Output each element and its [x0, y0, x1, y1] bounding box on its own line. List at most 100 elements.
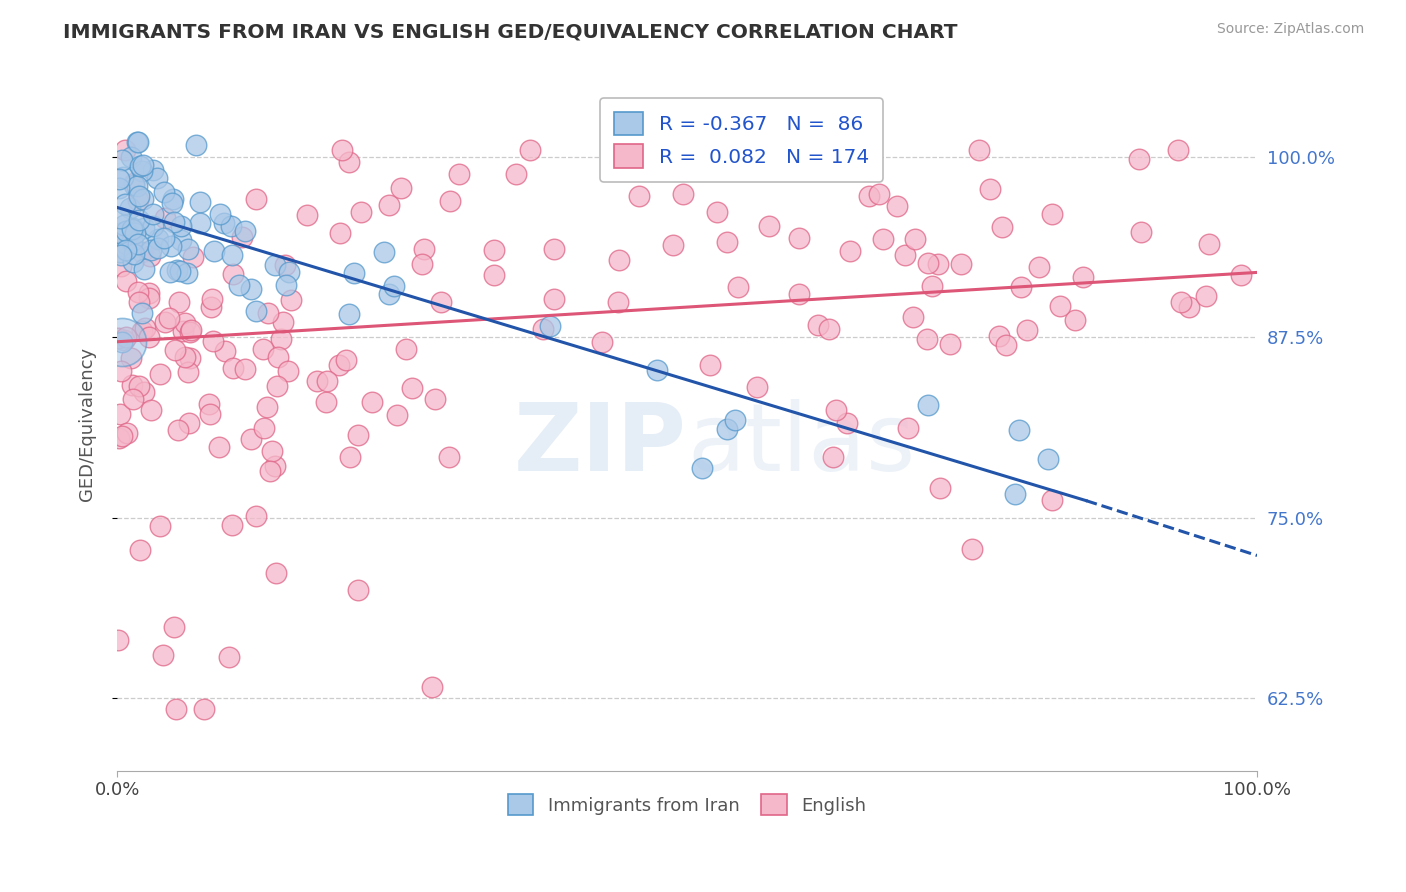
Point	[153, 185, 176, 199]
Point	[132, 192, 155, 206]
Point	[447, 167, 470, 181]
Point	[233, 224, 256, 238]
Point	[988, 329, 1011, 343]
Point	[995, 338, 1018, 352]
Point	[823, 450, 845, 465]
Point	[979, 181, 1001, 195]
Point	[1178, 300, 1201, 314]
Point	[807, 318, 830, 333]
Point	[139, 249, 162, 263]
Point	[1008, 423, 1031, 437]
Point	[166, 263, 188, 277]
Point	[128, 379, 150, 393]
Point	[716, 235, 738, 249]
Point	[110, 211, 132, 226]
Point	[114, 243, 136, 257]
Point	[967, 143, 990, 157]
Point	[252, 342, 274, 356]
Point	[179, 416, 201, 430]
Point	[108, 181, 131, 195]
Point	[128, 189, 150, 203]
Point	[929, 481, 952, 495]
Point	[142, 207, 165, 221]
Point	[1198, 236, 1220, 251]
Point	[222, 267, 245, 281]
Point	[122, 176, 145, 190]
Point	[276, 278, 298, 293]
Point	[122, 220, 145, 235]
Point	[208, 441, 231, 455]
Point	[482, 244, 505, 258]
Point	[1040, 207, 1063, 221]
Point	[260, 444, 283, 458]
Point	[1038, 451, 1060, 466]
Point	[253, 420, 276, 434]
Point	[430, 294, 453, 309]
Point	[270, 332, 292, 346]
Point	[1167, 143, 1189, 157]
Point	[305, 374, 328, 388]
Point	[897, 421, 920, 435]
Point	[107, 331, 129, 345]
Point	[817, 322, 839, 336]
Point	[127, 193, 149, 207]
Point	[927, 256, 949, 270]
Point	[690, 461, 713, 475]
Point	[128, 294, 150, 309]
Point	[146, 241, 169, 255]
Point	[108, 407, 131, 421]
Point	[228, 277, 250, 292]
Point	[917, 398, 939, 412]
Point	[149, 367, 172, 381]
Point	[425, 392, 447, 407]
Point	[132, 221, 155, 235]
Point	[208, 207, 231, 221]
Point	[184, 137, 207, 152]
Point	[134, 321, 156, 335]
Point	[263, 459, 285, 474]
Y-axis label: GED/Equivalency: GED/Equivalency	[79, 347, 96, 501]
Point	[724, 412, 747, 426]
Point	[1128, 153, 1150, 167]
Point	[543, 242, 565, 256]
Point	[181, 250, 204, 264]
Point	[132, 262, 155, 277]
Point	[120, 151, 142, 165]
Point	[129, 159, 152, 173]
Point	[266, 379, 288, 393]
Point	[167, 295, 190, 310]
Point	[169, 264, 191, 278]
Point	[245, 192, 267, 206]
Point	[107, 171, 129, 186]
Text: ZIP: ZIP	[515, 399, 688, 491]
Point	[165, 702, 187, 716]
Point	[132, 384, 155, 399]
Point	[160, 238, 183, 252]
Point	[439, 194, 461, 208]
Point	[259, 464, 281, 478]
Point	[112, 219, 135, 233]
Point	[337, 154, 360, 169]
Point	[111, 153, 134, 168]
Point	[825, 403, 848, 417]
Point	[174, 350, 197, 364]
Point	[245, 508, 267, 523]
Point	[329, 226, 352, 240]
Point	[538, 319, 561, 334]
Point	[111, 334, 134, 349]
Point	[263, 258, 285, 272]
Point	[141, 403, 163, 417]
Point	[1129, 226, 1152, 240]
Point	[180, 323, 202, 337]
Point	[484, 268, 506, 283]
Point	[903, 232, 925, 246]
Point	[202, 244, 225, 259]
Point	[628, 189, 651, 203]
Point	[1071, 270, 1094, 285]
Point	[107, 633, 129, 648]
Point	[787, 286, 810, 301]
Point	[177, 242, 200, 256]
Point	[543, 292, 565, 306]
Point	[315, 395, 337, 409]
Point	[121, 234, 143, 248]
